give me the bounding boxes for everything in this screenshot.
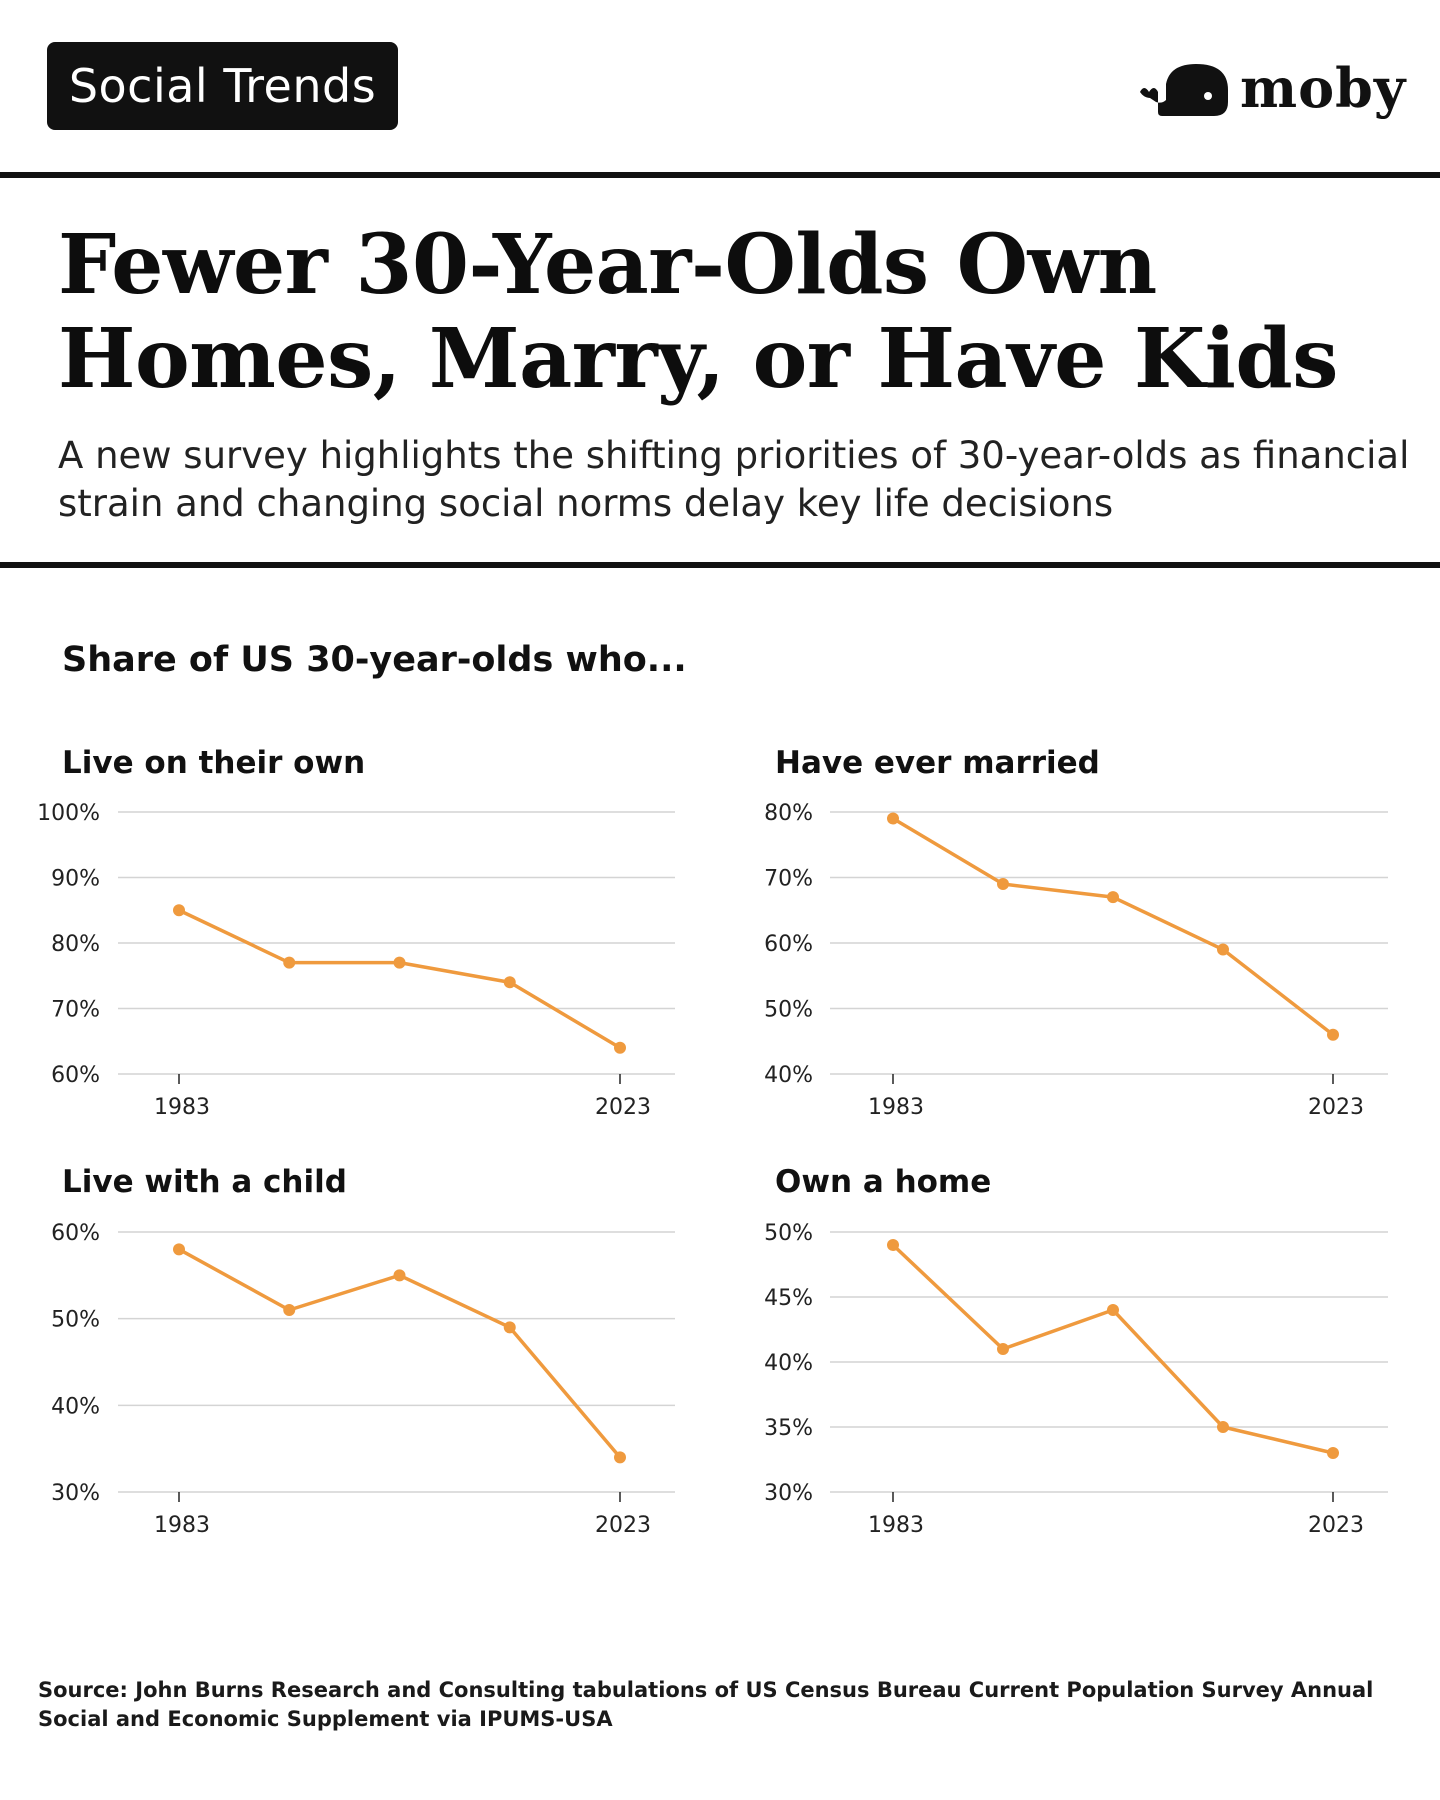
data-point-live-on-own [614,1041,626,1054]
data-point-live-with-child [173,1243,185,1256]
y-tick-label-own-home: 50% [764,1221,813,1246]
chart-title-own-home: Own a home [775,1164,992,1200]
data-point-own-home [887,1239,899,1251]
top-divider [0,172,1440,178]
y-tick-label-own-home: 45% [764,1286,813,1311]
y-tick-label-live-on-own: 70% [51,998,100,1023]
category-badge: Social Trends [47,42,398,130]
chart-title-ever-married: Have ever married [775,745,1100,781]
y-tick-label-live-on-own: 90% [51,867,100,892]
x-tick-label-live-on-own: 2023 [595,1095,651,1120]
section-title: Share of US 30-year-olds who... [62,640,687,680]
brand-logo: moby [1138,56,1405,136]
data-point-live-on-own [173,904,185,917]
data-point-live-with-child [503,1321,516,1334]
y-tick-label-live-on-own: 100% [37,801,100,826]
x-tick-label-own-home: 1983 [868,1513,924,1538]
data-point-live-with-child [283,1304,296,1316]
x-tick-label-live-with-child: 1983 [154,1513,210,1538]
data-point-live-on-own [503,976,516,989]
data-point-ever-married [887,812,899,825]
data-point-own-home [1217,1421,1229,1433]
x-tick-label-ever-married: 2023 [1308,1095,1364,1120]
y-tick-label-ever-married: 80% [764,801,813,826]
page-subtitle: A new survey highlights the shifting pri… [58,434,1410,525]
y-tick-label-ever-married: 60% [764,932,813,957]
series-line-live-on-own [177,908,622,1050]
data-point-ever-married [1107,891,1119,904]
data-point-own-home [1107,1304,1119,1316]
y-tick-label-own-home: 40% [764,1351,813,1376]
y-tick-label-own-home: 30% [764,1481,813,1506]
data-point-live-with-child [614,1451,626,1464]
bottom-divider [0,562,1440,568]
y-tick-label-ever-married: 50% [764,998,813,1023]
series-line-ever-married [891,816,1335,1037]
y-tick-label-live-on-own: 60% [51,1063,100,1088]
data-point-ever-married [1327,1028,1339,1041]
data-point-own-home [1327,1447,1339,1459]
y-tick-label-live-with-child: 40% [51,1394,100,1419]
x-tick-label-own-home: 2023 [1308,1513,1364,1538]
series-line-own-home [891,1243,1335,1455]
data-point-ever-married [997,878,1009,891]
chart-title-live-on-own: Live on their own [62,745,366,781]
data-point-own-home [997,1343,1009,1355]
x-tick-label-live-on-own: 1983 [154,1095,210,1120]
source-note: Source: John Burns Research and Consulti… [38,1678,1374,1731]
data-point-live-on-own [393,956,406,969]
brand-name: moby [1240,56,1407,120]
y-tick-label-own-home: 35% [764,1416,813,1441]
chart-title-live-with-child: Live with a child [62,1164,347,1200]
y-tick-label-live-with-child: 60% [51,1221,100,1246]
data-point-ever-married [1217,943,1229,956]
data-point-live-on-own [283,956,296,969]
whale-icon [1140,64,1228,116]
y-tick-label-ever-married: 70% [764,867,813,892]
data-point-live-with-child [393,1269,406,1282]
y-tick-label-live-with-child: 30% [51,1481,100,1506]
y-tick-label-live-with-child: 50% [51,1308,100,1333]
y-tick-label-ever-married: 40% [764,1063,813,1088]
charts-canvas: 60% 70% 80% 90% 100% 1983 2023 40% 50% 60% 70% 80% 1… [37,801,1388,1538]
y-tick-label-live-on-own: 80% [51,932,100,957]
page-title: Fewer 30-Year-Olds Own Homes, Marry, or … [58,217,1338,407]
x-tick-label-ever-married: 1983 [868,1095,924,1120]
x-tick-label-live-with-child: 2023 [595,1513,651,1538]
